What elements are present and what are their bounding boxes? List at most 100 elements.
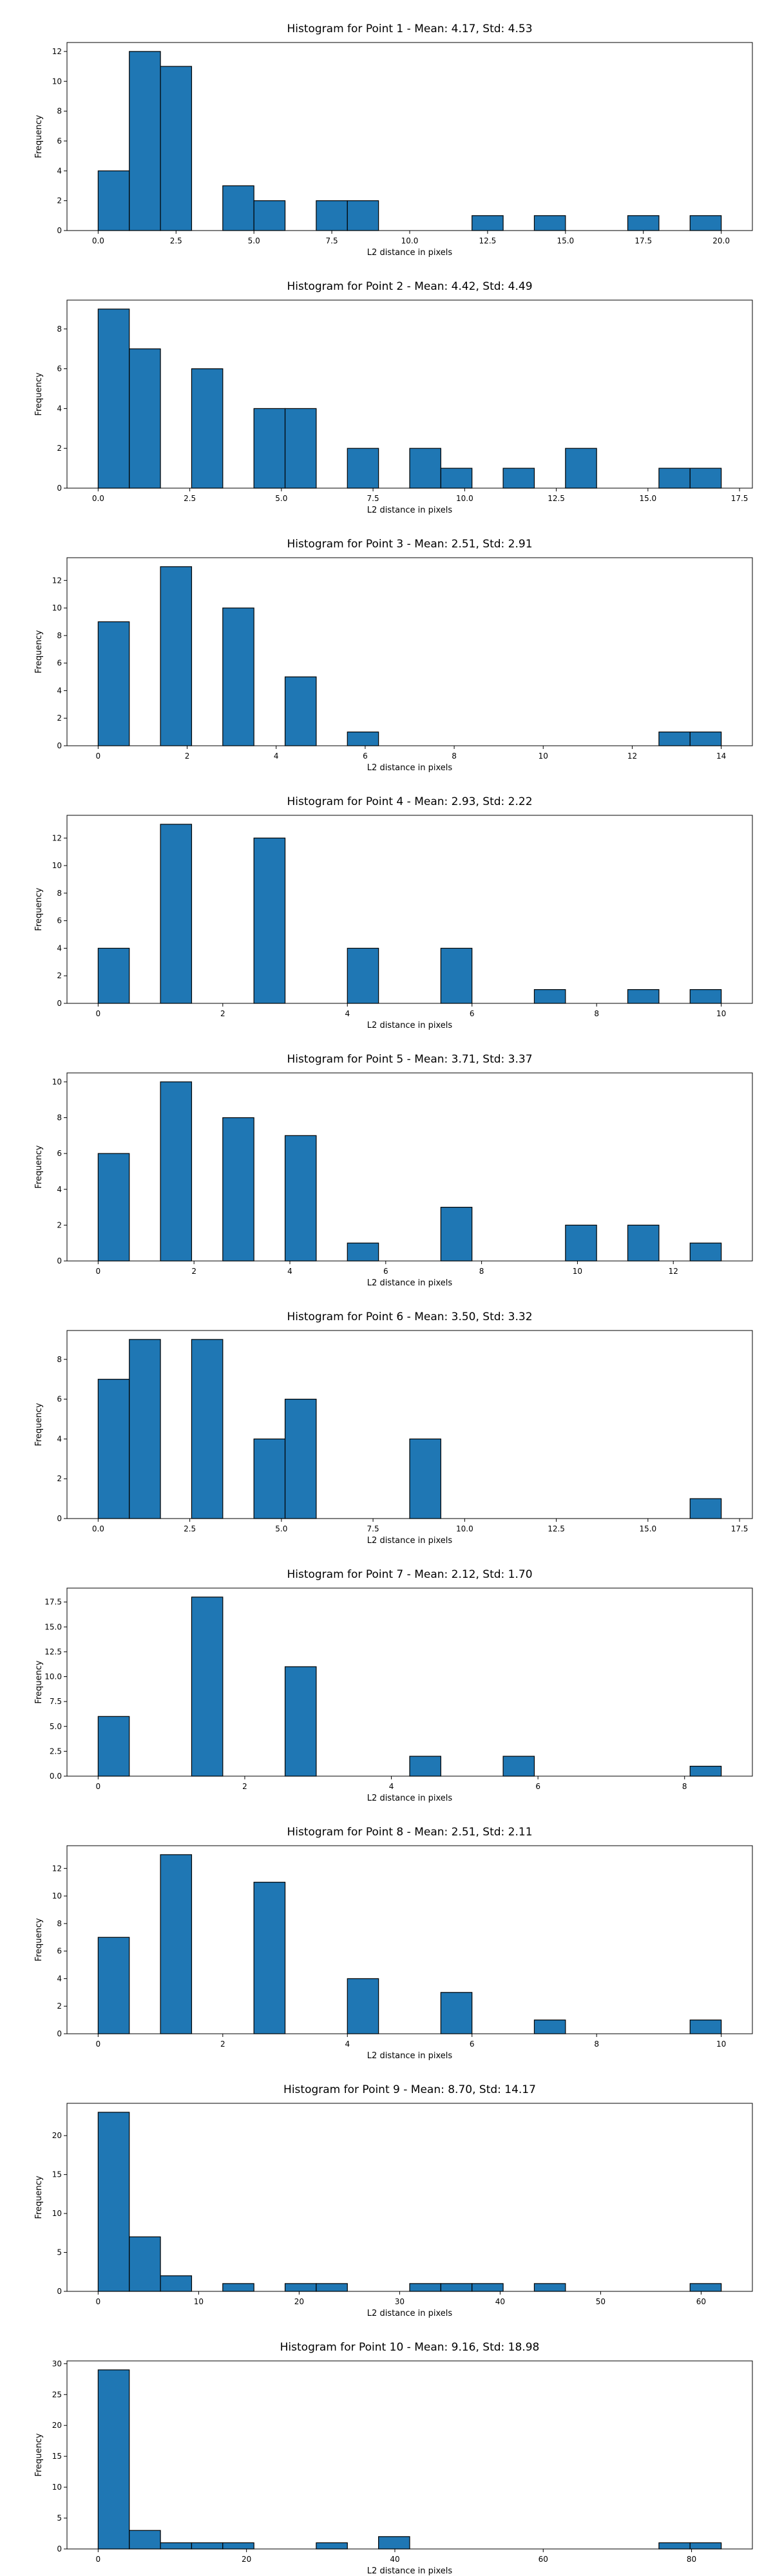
y-tick-label: 12	[52, 47, 62, 56]
x-tick-label: 2	[185, 752, 190, 761]
histogram-bar	[284, 2283, 317, 2292]
y-tick-label: 17.5	[44, 1598, 62, 1607]
histogram-bar	[689, 989, 722, 1004]
x-tick-label: 12.5	[548, 1524, 565, 1533]
y-tick-label: 0	[57, 2544, 62, 2553]
x-tick-label: 0	[96, 752, 101, 761]
histogram-bar	[97, 308, 130, 489]
y-axis-label: Frequency	[34, 1145, 44, 1188]
chart-title: Histogram for Point 1 - Mean: 4.17, Std:…	[287, 23, 532, 35]
histogram-bar	[160, 1081, 193, 1262]
histogram-bar	[689, 2020, 722, 2034]
x-tick-label: 12	[627, 752, 637, 761]
x-axis-label: L2 distance in pixels	[367, 1536, 453, 1546]
x-tick-label: 10	[573, 1267, 582, 1276]
y-axis-label: Frequency	[34, 1403, 44, 1446]
y-tick-label: 12.5	[44, 1647, 62, 1656]
x-tick-label: 15.0	[639, 1524, 656, 1533]
histogram-bar	[253, 408, 286, 489]
y-tick-label: 6	[57, 137, 62, 146]
x-tick-label: 17.5	[635, 236, 652, 245]
x-tick-label: 8	[682, 1782, 687, 1791]
x-tick-label: 12.5	[548, 494, 565, 503]
chart-title: Histogram for Point 10 - Mean: 9.16, Std…	[280, 2341, 540, 2354]
histogram-bar	[97, 1153, 130, 1262]
x-tick-label: 5.0	[275, 494, 287, 503]
histogram-panel: Histogram for Point 1 - Mean: 4.17, Std:…	[34, 23, 753, 258]
y-tick-label: 10.0	[44, 1672, 62, 1681]
y-tick-label: 0	[57, 741, 62, 750]
histogram-panel: Histogram for Point 2 - Mean: 4.42, Std:…	[34, 280, 753, 515]
histogram-bar	[97, 170, 130, 231]
histogram-bar	[284, 1666, 317, 1777]
y-tick-label: 2	[57, 444, 62, 453]
histogram-bar	[689, 215, 722, 231]
x-tick-label: 4	[274, 752, 279, 761]
x-axis-label: L2 distance in pixels	[367, 2566, 453, 2576]
x-tick-label: 4	[345, 1009, 350, 1018]
y-tick-label: 2	[57, 1220, 62, 1229]
histogram-bar	[160, 566, 193, 746]
histogram-bar	[409, 1756, 441, 1777]
y-tick-label: 2.5	[50, 1747, 62, 1756]
histogram-bar	[689, 2542, 722, 2550]
x-tick-label: 6	[535, 1782, 540, 1791]
histogram-bar	[627, 989, 660, 1004]
histogram-bar	[284, 676, 317, 746]
histogram-bar	[160, 2275, 193, 2292]
x-tick-label: 10.0	[401, 236, 419, 245]
y-tick-label: 20	[52, 2421, 62, 2430]
y-tick-label: 2	[57, 714, 62, 723]
histogram-bar	[627, 1224, 660, 1262]
histogram-bar	[316, 2283, 348, 2292]
y-tick-label: 0	[57, 484, 62, 493]
histogram-bar	[191, 2542, 224, 2550]
x-tick-label: 0	[96, 1009, 101, 1018]
x-tick-label: 10.0	[456, 1524, 473, 1533]
histogram-bar	[689, 1242, 722, 1262]
x-tick-label: 4	[287, 1267, 292, 1276]
y-tick-label: 2	[57, 2002, 62, 2011]
histogram-bar	[97, 1716, 130, 1777]
x-tick-label: 2	[191, 1267, 196, 1276]
histogram-bar	[97, 947, 130, 1004]
x-tick-label: 10.0	[456, 494, 473, 503]
y-tick-label: 8	[57, 631, 62, 640]
histogram-bar	[253, 200, 286, 231]
histogram-bar	[97, 2369, 130, 2550]
y-tick-label: 12	[52, 833, 62, 842]
x-tick-label: 4	[345, 2040, 350, 2049]
histogram-panel: Histogram for Point 7 - Mean: 2.12, Std:…	[34, 1568, 753, 1803]
y-axis-label: Frequency	[34, 115, 44, 158]
y-axis-label: Frequency	[34, 2433, 44, 2476]
y-tick-label: 10	[52, 77, 62, 86]
histogram-panel: Histogram for Point 6 - Mean: 3.50, Std:…	[34, 1311, 753, 1546]
y-tick-label: 0.0	[50, 1772, 62, 1781]
x-tick-label: 2	[220, 2040, 225, 2049]
histogram-bar	[440, 947, 473, 1004]
y-axis-label: Frequency	[34, 372, 44, 415]
chart-title: Histogram for Point 2 - Mean: 4.42, Std:…	[287, 280, 532, 293]
histogram-bar	[129, 1339, 161, 1519]
histogram-bar	[191, 1339, 224, 1519]
x-tick-label: 15.0	[557, 236, 574, 245]
y-tick-label: 10	[52, 603, 62, 612]
y-tick-label: 0	[57, 2029, 62, 2038]
x-axis-label: L2 distance in pixels	[367, 506, 453, 515]
x-tick-label: 10	[194, 2297, 204, 2306]
histogram-bar	[191, 1596, 224, 1777]
histogram-bar	[658, 2542, 691, 2550]
x-tick-label: 8	[594, 1009, 599, 1018]
x-tick-label: 15.0	[639, 494, 656, 503]
histogram-bar	[222, 607, 254, 746]
x-tick-label: 0.0	[92, 1524, 104, 1533]
axes-frame	[66, 815, 753, 1004]
y-tick-label: 4	[57, 686, 62, 695]
histogram-bar	[347, 947, 379, 1004]
histogram-bar	[222, 1117, 254, 1262]
histogram-bar	[222, 2283, 254, 2292]
y-tick-label: 8	[57, 1919, 62, 1928]
x-tick-label: 10	[539, 752, 548, 761]
x-tick-label: 20.0	[712, 236, 730, 245]
histogram-panel: Histogram for Point 8 - Mean: 2.51, Std:…	[34, 1826, 753, 2061]
